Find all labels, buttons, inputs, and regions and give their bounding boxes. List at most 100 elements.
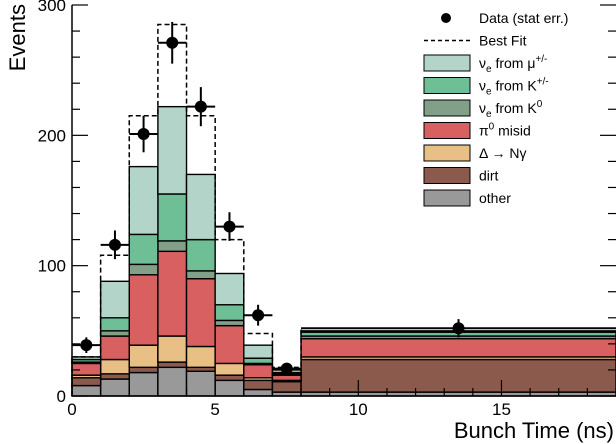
bar-segment [128, 366, 159, 374]
stacked-histogram [71, 105, 616, 397]
bar-segment [185, 270, 216, 280]
data-point [80, 339, 93, 352]
legend-label-sub: e [486, 87, 492, 98]
legend-label-sup: +/- [537, 77, 549, 88]
legend-label-main: Data (stat err.) [479, 10, 568, 26]
legend-label-rest: from μ [492, 55, 536, 71]
bar-segment [185, 345, 216, 369]
legend-label-sub: e [486, 64, 492, 75]
bar-segment [99, 358, 130, 375]
bar-segment [99, 317, 130, 332]
legend-label-main: ν [479, 78, 486, 94]
bar-segment [185, 370, 216, 397]
bar-segment [185, 238, 216, 272]
legend-label-sup: +/- [535, 54, 547, 65]
x-tick-label: 5 [210, 400, 219, 419]
legend-label-main: Best Fit [479, 33, 527, 49]
legend-swatch [423, 122, 471, 139]
bar-segment [157, 250, 188, 337]
legend-label-rest: from K [492, 100, 538, 116]
legend-label: νe from K+/- [479, 77, 549, 98]
legend-label-main: ν [479, 55, 486, 71]
y-tick-label: 0 [57, 387, 66, 406]
data-point [452, 322, 465, 335]
x-tick-label: 10 [349, 400, 368, 419]
bar-segment [214, 272, 245, 306]
data-point [223, 220, 236, 233]
data-point [137, 128, 150, 141]
legend-swatch [423, 144, 471, 162]
legend-label-main: π [479, 123, 489, 139]
data-points [72, 21, 616, 375]
best-fit-line [71, 23, 616, 396]
bar-segment [128, 371, 159, 397]
legend-label: other [479, 190, 511, 206]
y-tick-label: 300 [38, 0, 66, 15]
bar-segment [157, 240, 188, 253]
bar-segment [271, 374, 302, 382]
bar-segment [128, 165, 159, 236]
bar-segment [157, 193, 188, 242]
bar-segment [243, 388, 274, 397]
y-axis-label: Events [5, 4, 30, 71]
data-point [108, 238, 121, 251]
bar-segment [214, 319, 245, 327]
data-point [166, 36, 179, 49]
bar-segment [157, 105, 188, 195]
legend-swatch [423, 99, 471, 117]
bar-segment [185, 173, 216, 241]
x-axis-label: Bunch Time (ns) [454, 418, 614, 443]
bar-segment [157, 335, 188, 363]
legend-label-main: Δ → Nγ [479, 145, 526, 161]
bar-segment [99, 280, 130, 319]
legend-label-main: other [479, 190, 511, 206]
bar-segment [99, 335, 130, 361]
legend-label-main: dirt [479, 168, 499, 184]
bar-segment [99, 330, 130, 337]
bar-segment [243, 379, 274, 391]
legend-label: νe from μ+/- [479, 54, 547, 75]
y-tick-label: 100 [38, 257, 66, 276]
data-point [280, 362, 293, 375]
legend-label: Data (stat err.) [479, 10, 568, 26]
legend-label: νe from K0 [479, 99, 543, 120]
bar-segment [157, 361, 188, 369]
legend-label-sup: 0 [489, 122, 495, 133]
bar-segment [99, 378, 130, 397]
bar-segment [99, 373, 130, 380]
bar-segment [271, 380, 302, 393]
x-tick-label: 15 [492, 400, 511, 419]
bar-segment [300, 337, 616, 358]
legend-swatch [423, 54, 471, 72]
axes: 0 100 200 300 0 5 10 15 [38, 0, 616, 419]
bar-segment [71, 377, 102, 387]
bar-segment [128, 274, 159, 346]
bar-segment [214, 374, 245, 382]
legend-label: π0 misid [479, 122, 531, 139]
bar-segment [157, 366, 188, 397]
bar-segment [128, 263, 159, 276]
best-fit-histogram [71, 23, 616, 396]
legend-label: Δ → Nγ [479, 145, 526, 161]
x-tick-label: 0 [67, 400, 76, 419]
bar-segment [128, 233, 159, 266]
legend-label-main: ν [479, 100, 486, 116]
data-point [194, 100, 207, 113]
legend-label-rest: from K [492, 78, 538, 94]
legend-swatch [423, 189, 471, 207]
bar-segment [243, 357, 274, 365]
bar-segment [243, 344, 274, 359]
bar-segment [71, 362, 102, 376]
legend-label-rest: misid [494, 123, 531, 139]
legend-label-sup: 0 [537, 99, 543, 110]
data-point [252, 309, 265, 322]
y-tick-label: 200 [38, 126, 66, 145]
bar-segment [214, 379, 245, 397]
legend-label: Best Fit [479, 33, 527, 49]
legend-label-sub: e [486, 109, 492, 120]
legend-label: dirt [479, 168, 499, 184]
legend-swatch [423, 167, 471, 184]
bar-segment [128, 344, 159, 369]
